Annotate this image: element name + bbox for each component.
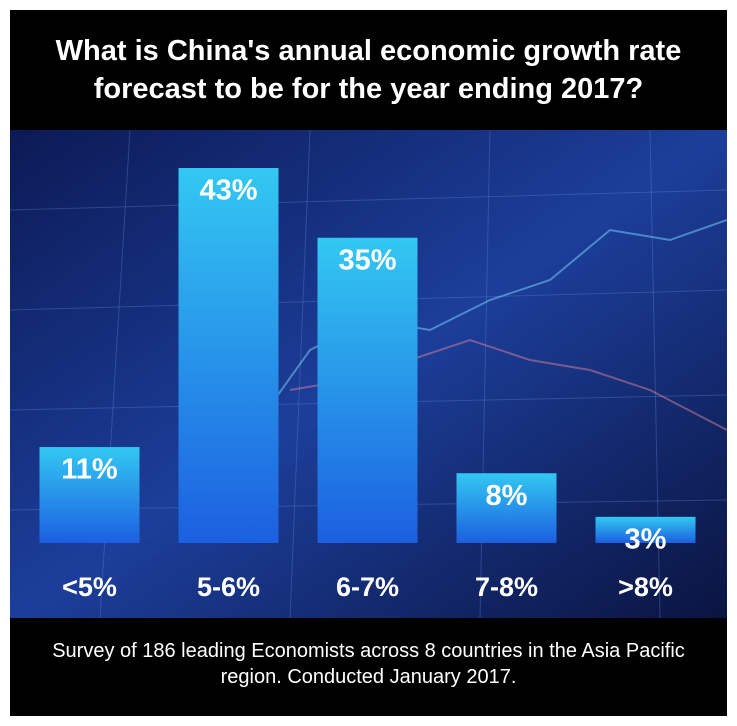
x-tick-label: <5% — [62, 572, 117, 602]
x-tick-label: 6-7% — [336, 572, 399, 602]
chart: 11% <5% 43% 5-6% 35% 6-7% 8% 7-8% 3% >8% — [10, 130, 727, 618]
bar — [456, 473, 557, 543]
chart-title: What is China's annual economic growth r… — [55, 35, 682, 105]
value-label: 35% — [338, 244, 396, 276]
x-tick-label: 5-6% — [197, 572, 260, 602]
infographic: What is China's annual economic growth r… — [10, 10, 727, 716]
caption: Survey of 186 leading Economists across … — [52, 640, 685, 688]
value-label: 3% — [625, 523, 667, 555]
x-tick-label: 7-8% — [475, 572, 538, 602]
value-label: 43% — [199, 175, 257, 207]
value-label: 11% — [61, 454, 118, 486]
x-tick-label: >8% — [618, 572, 673, 602]
bar — [39, 447, 140, 543]
bar — [317, 237, 418, 543]
bar — [595, 516, 696, 543]
bar — [178, 168, 279, 543]
value-label: 8% — [486, 480, 528, 512]
